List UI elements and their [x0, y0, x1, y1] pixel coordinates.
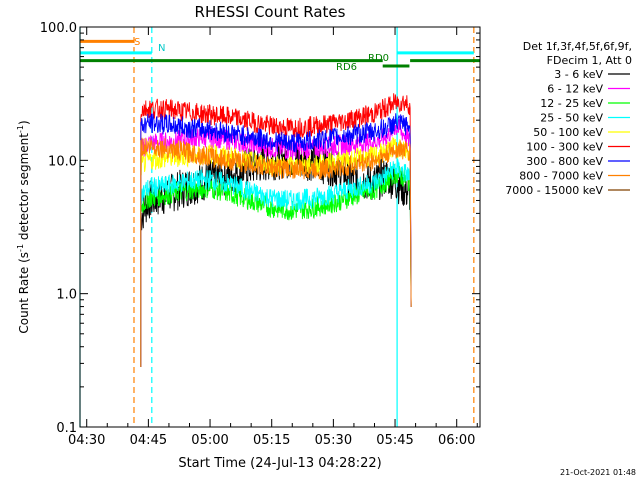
x-tick-label-4: 05:30	[315, 433, 352, 448]
plot-frame	[79, 26, 481, 428]
annotation-s: S	[134, 37, 140, 48]
x-tick-label-1: 04:45	[130, 433, 167, 448]
y-tick-label-2: 10.0	[48, 154, 77, 169]
legend-label-2: 12 - 25 keV	[540, 97, 603, 110]
flag-bars	[80, 39, 480, 68]
annotation-n: N	[158, 43, 165, 54]
legend-label-4: 50 - 100 keV	[533, 126, 603, 139]
vertical-markers	[79, 27, 475, 427]
footer-date: 21-Oct-2021 01:48	[560, 468, 636, 477]
legend-label-7: 800 - 7000 keV	[519, 170, 603, 183]
legend-label-0: 3 - 6 keV	[554, 68, 603, 81]
x-axis-ticks: 04:30 04:45 05:00 05:15 05:30 05:45 06:00	[68, 27, 478, 448]
series-line-5	[140, 93, 412, 368]
legend-label-6: 300 - 800 keV	[526, 155, 603, 168]
svg-text:Count Rate (s-1 detector segme: Count Rate (s-1 detector segment-1)	[16, 120, 31, 333]
legend-label-3: 25 - 50 keV	[540, 112, 603, 125]
y-axis-label: Count Rate (s-1 detector segment-1)	[16, 120, 31, 333]
y-tick-label-3: 100.0	[40, 21, 77, 36]
series-line-6	[140, 113, 412, 368]
legend-label-5: 100 - 300 keV	[526, 141, 603, 154]
series-line-3	[140, 159, 412, 368]
y-axis-ticks: 0.1 1.0 10.0 100.0	[40, 21, 480, 436]
legend: Det 1f,3f,4f,5f,6f,9f, FDecim 1, Att 0 3…	[505, 40, 632, 197]
x-tick-label-5: 05:45	[376, 433, 413, 448]
x-axis-label: Start Time (24-Jul-13 04:28:22)	[178, 456, 381, 471]
y-tick-label-0: 0.1	[56, 421, 77, 436]
legend-label-8: 7000 - 15000 keV	[505, 184, 603, 197]
legend-header-2: FDecim 1, Att 0	[547, 54, 632, 67]
annotation-rd6: RD6	[336, 62, 357, 73]
legend-label-1: 6 - 12 keV	[547, 83, 603, 96]
x-tick-label-2: 05:00	[191, 433, 228, 448]
x-tick-label-3: 05:15	[253, 433, 290, 448]
chart-title: RHESSI Count Rates	[195, 3, 346, 21]
legend-header-1: Det 1f,3f,4f,5f,6f,9f,	[523, 40, 632, 53]
x-tick-label-6: 06:00	[438, 433, 475, 448]
annotation-rd0: RD0	[368, 53, 389, 64]
y-tick-label-1: 1.0	[56, 288, 77, 303]
series-lines	[140, 93, 412, 368]
series-line-7	[140, 137, 412, 368]
x-tick-label-0: 04:30	[68, 433, 105, 448]
